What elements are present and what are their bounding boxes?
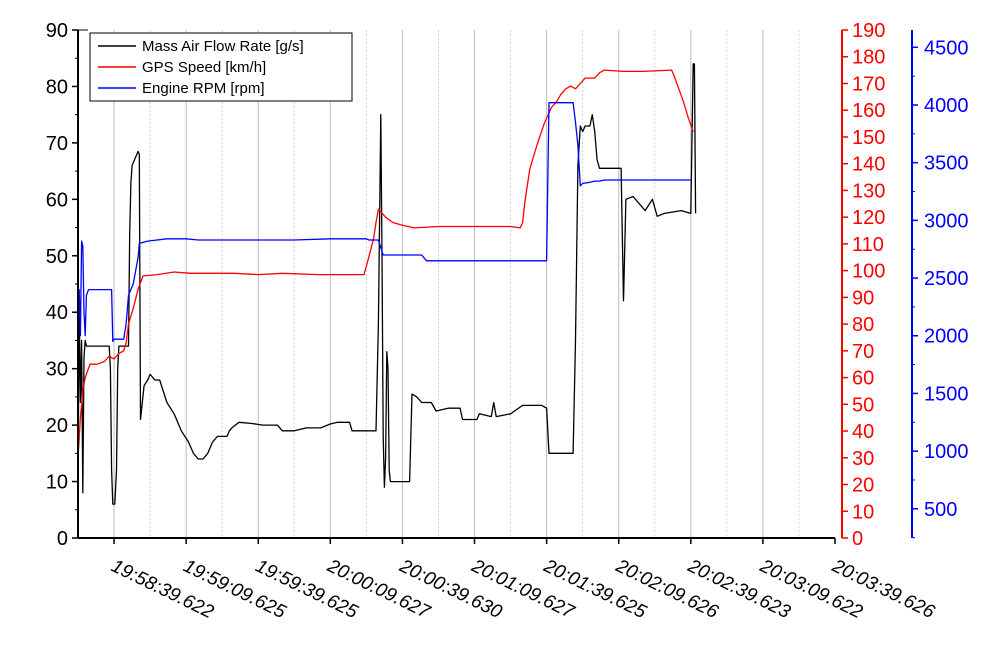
blue-tick-label: 4000 (924, 95, 969, 117)
series-line-1 (77, 63, 697, 505)
blue-tick-label: 1500 (924, 383, 969, 405)
red-tick-label: 100 (852, 261, 885, 283)
left-tick-label: 10 (46, 472, 68, 494)
series-line-2 (77, 69, 694, 458)
red-tick-label: 30 (852, 448, 874, 470)
red-tick-label: 70 (852, 341, 874, 363)
red-tick-label: 150 (852, 127, 885, 149)
blue-tick-label: 4500 (924, 37, 969, 59)
vertical-gridlines (113, 30, 800, 538)
legend-label: Mass Air Flow Rate [g/s] (142, 38, 304, 55)
left-tick-label: 50 (46, 246, 68, 268)
blue-tick-label: 2500 (924, 268, 969, 290)
series-lines (77, 63, 697, 505)
left-tick-label: 70 (46, 133, 68, 155)
axes: 0 10 20 30 40 50 60 70 80 90 0 10 20 30 40 50 60 70 80 90 10… (46, 20, 969, 624)
left-tick-label: 0 (57, 528, 68, 550)
legend: Mass Air Flow Rate [g/s] GPS Speed [km/h]… (89, 32, 353, 102)
red-tick-label: 160 (852, 100, 885, 122)
red-tick-label: 120 (852, 207, 885, 229)
left-tick-label: 80 (46, 76, 68, 98)
red-tick-label: 90 (852, 287, 874, 309)
red-tick-label: 0 (852, 528, 863, 550)
red-tick-label: 20 (852, 475, 874, 497)
red-tick-label: 60 (852, 368, 874, 390)
red-tick-label: 140 (852, 154, 885, 176)
red-tick-label: 190 (852, 20, 885, 42)
left-tick-label: 60 (46, 189, 68, 211)
left-tick-label: 20 (46, 415, 68, 437)
blue-tick-label: 1000 (924, 441, 969, 463)
left-tick-label: 90 (46, 20, 68, 42)
red-tick-label: 130 (852, 180, 885, 202)
blue-tick-label: 2000 (924, 326, 969, 348)
blue-tick-label: 3000 (924, 210, 969, 232)
blue-tick-label: 3500 (924, 153, 969, 175)
red-tick-label: 110 (852, 234, 884, 256)
left-tick-label: 40 (46, 302, 68, 324)
red-tick-label: 80 (852, 314, 874, 336)
red-tick-label: 40 (852, 421, 874, 443)
legend-label: GPS Speed [km/h] (142, 59, 266, 76)
red-tick-label: 10 (852, 501, 874, 523)
left-tick-label: 30 (46, 359, 68, 381)
legend-label: Engine RPM [rpm] (142, 80, 265, 97)
red-tick-label: 170 (852, 73, 885, 95)
red-tick-label: 50 (852, 394, 874, 416)
blue-tick-label: 500 (924, 499, 957, 521)
red-tick-label: 180 (852, 47, 885, 69)
series-line-3 (77, 102, 691, 343)
